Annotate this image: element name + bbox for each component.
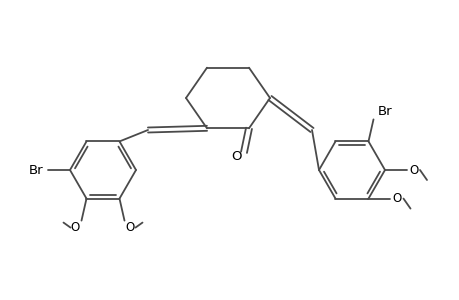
Text: O: O	[126, 221, 135, 234]
Text: O: O	[231, 150, 242, 163]
Text: Br: Br	[28, 164, 43, 176]
Text: O: O	[409, 164, 418, 176]
Text: Br: Br	[377, 105, 392, 118]
Text: O: O	[392, 192, 401, 205]
Text: O: O	[71, 221, 80, 234]
